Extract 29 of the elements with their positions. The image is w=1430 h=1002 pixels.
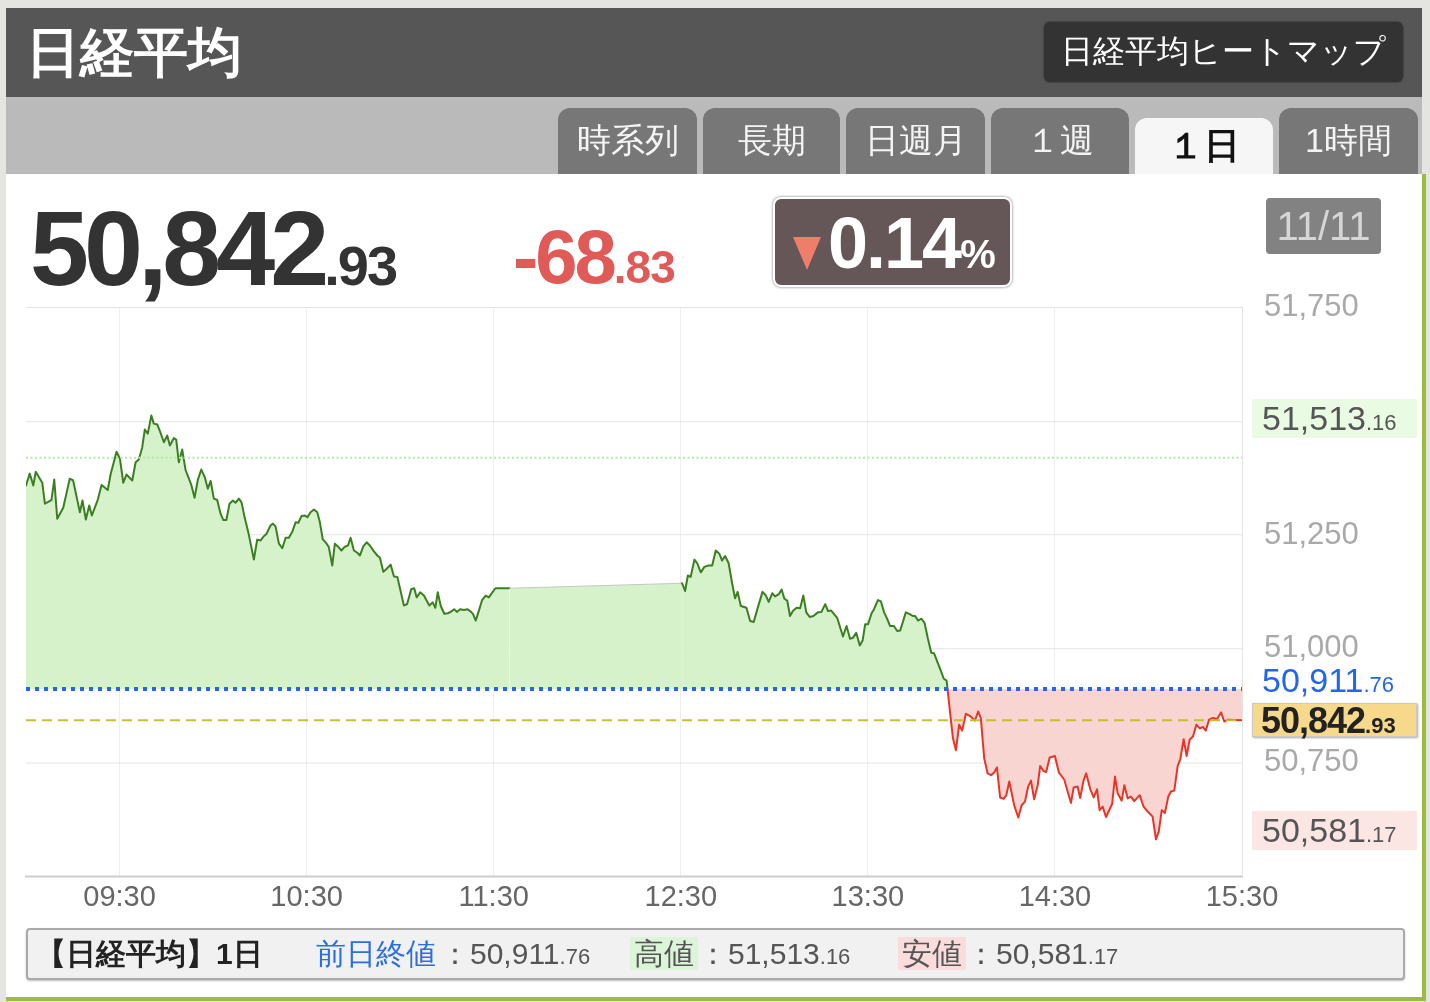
text: 安値：50,581.17	[901, 937, 1119, 970]
y-tick-label: 51,750	[1264, 288, 1359, 324]
ref-line-label: 50,842.93	[1261, 700, 1396, 742]
y-tick-label: 50,750	[1264, 743, 1359, 779]
text: １日	[1135, 118, 1273, 174]
text: 前日終値：50,911.76	[315, 937, 591, 970]
x-tick-label: 13:30	[831, 879, 905, 912]
x-tick-label: 09:30	[83, 879, 156, 912]
x-tick-label: 15:30	[1205, 879, 1279, 912]
text: 50,842.93	[30, 189, 397, 307]
text: -68.83	[513, 214, 675, 299]
y-tick-label: 51,250	[1264, 515, 1359, 551]
text: 1時間	[1279, 108, 1418, 174]
x-tick-label: 11:30	[458, 879, 529, 912]
text: 51,513.16	[1262, 399, 1397, 437]
x-tick-label: 10:30	[270, 879, 343, 912]
text: 0.14%	[828, 203, 996, 283]
chart-title: 日経平均	[26, 22, 242, 82]
text: 日週月	[846, 108, 985, 174]
text: 高値：51,513.16	[633, 937, 851, 970]
x-tick-label: 12:30	[644, 879, 718, 912]
text: １週	[991, 108, 1129, 174]
text: 11/11	[1266, 198, 1381, 254]
text: 時系列	[558, 108, 697, 174]
text: 長期	[703, 108, 840, 174]
text: 50,581.17	[1262, 811, 1397, 849]
x-tick-label: 14:30	[1018, 879, 1092, 912]
text: 【日経平均】1日	[36, 936, 263, 972]
text: 日経平均ヒートマップ	[1044, 22, 1403, 82]
